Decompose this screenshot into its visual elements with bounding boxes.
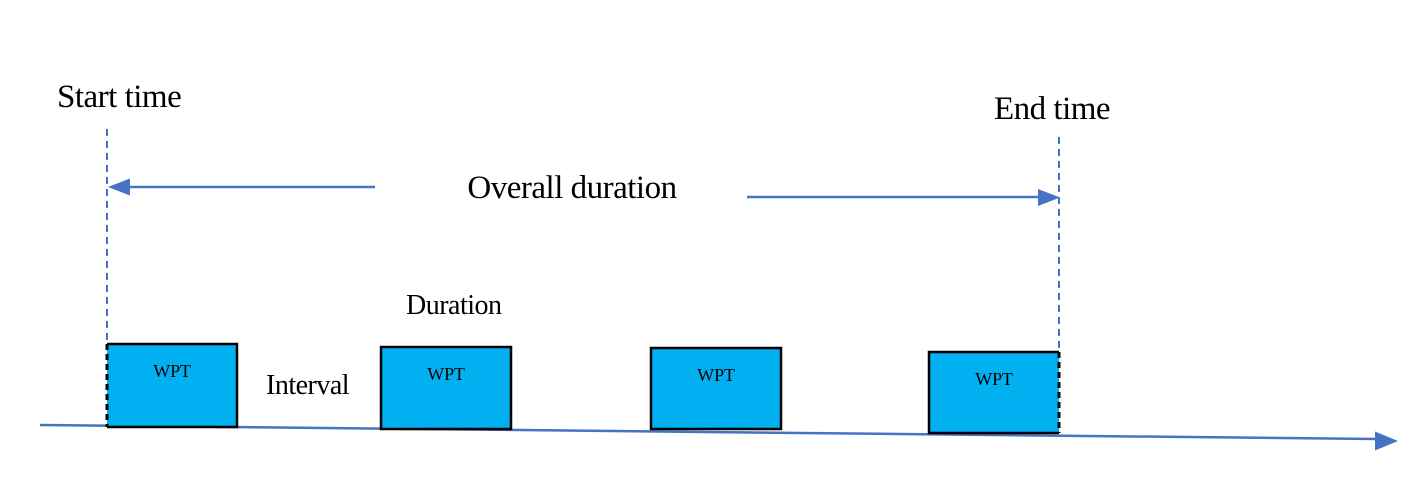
timeline-arrowhead-icon — [1375, 431, 1398, 451]
right-arrowhead-icon — [1038, 189, 1060, 206]
overall-duration-label: Overall duration — [467, 170, 676, 206]
wpt-box-3-label: WPT — [697, 365, 735, 385]
left-arrowhead-icon — [108, 178, 130, 196]
wpt-box-4 — [929, 352, 1059, 433]
wpt-box-1-border — [107, 342, 239, 429]
duration-label: Duration — [406, 290, 502, 321]
wpt-box-2-label: WPT — [427, 364, 465, 384]
wpt-box-3 — [649, 346, 783, 431]
wpt-box-4-border — [927, 350, 1059, 435]
end-time-label: End time — [994, 91, 1110, 127]
wpt-box-4-label: WPT — [975, 369, 1013, 389]
start-time-label: Start time — [57, 79, 181, 115]
timeline-axis — [39, 423, 1377, 441]
interval-label: Interval — [266, 370, 350, 401]
wpt-box-1 — [107, 344, 237, 427]
wpt-box-1-label: WPT — [153, 361, 191, 381]
wpt-box-2 — [379, 345, 513, 431]
